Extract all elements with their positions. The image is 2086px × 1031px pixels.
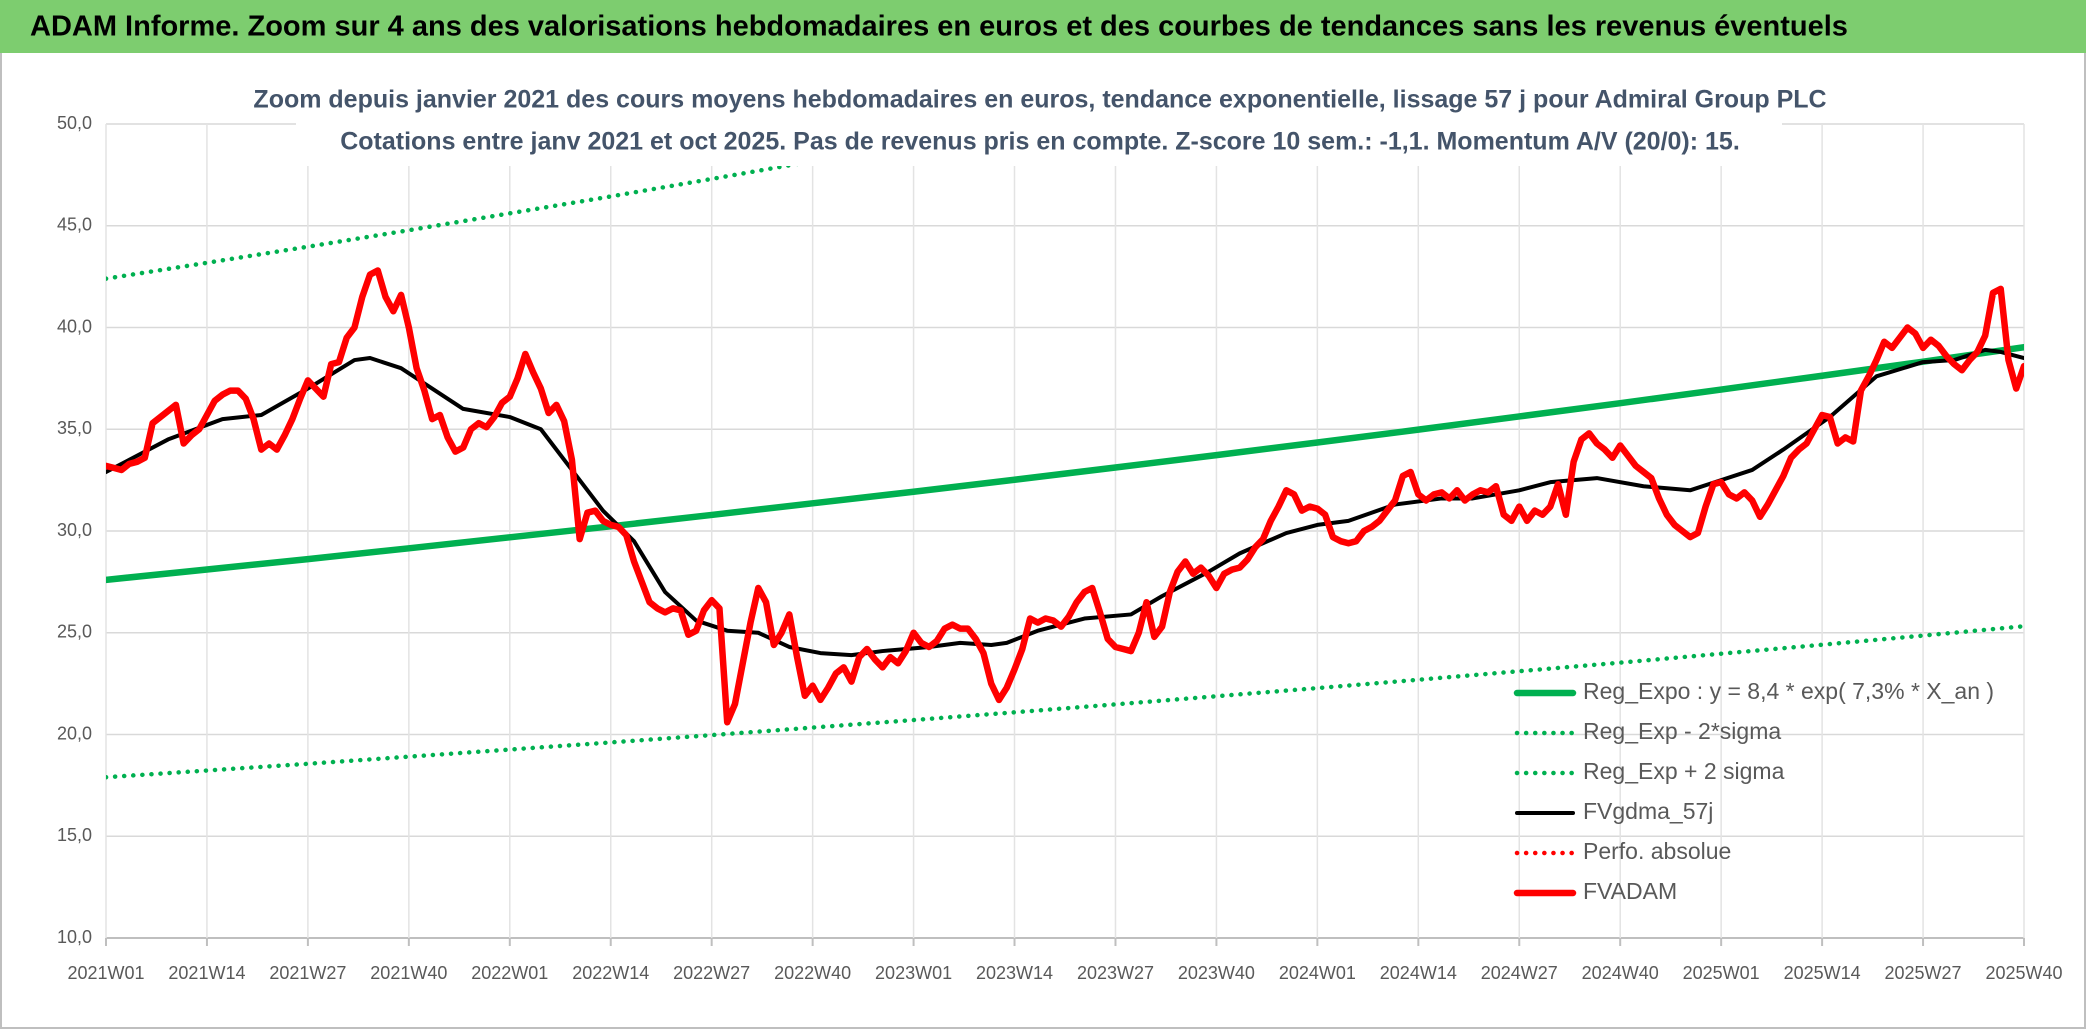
series-line (106, 343, 2024, 584)
subtitle: Zoom depuis janvier 2021 des cours moyen… (253, 86, 1826, 114)
legend-label: Perfo. absolue (1583, 838, 1731, 864)
x-tick-label: 2025W27 (1885, 963, 1962, 983)
legend-label: FVgdma_57j (1583, 798, 1713, 824)
series-line (106, 267, 2024, 726)
y-tick-label: 35,0 (57, 418, 92, 438)
x-tick-label: 2023W40 (1178, 963, 1255, 983)
x-tick-label: 2021W14 (168, 963, 245, 983)
y-tick-label: 40,0 (57, 316, 92, 336)
legend: Reg_Expo : y = 8,4 * exp( 7,3% * X_an ) R… (1513, 678, 1994, 904)
subtitle: Cotations entre janv 2021 et oct 2025. P… (340, 128, 1740, 156)
x-tick-label: 2023W01 (875, 963, 952, 983)
y-tick-label: 10,0 (57, 927, 92, 947)
y-tick-label: 30,0 (57, 520, 92, 540)
x-tick-label: 2022W01 (471, 963, 548, 983)
x-tick-label: 2024W01 (1279, 963, 1356, 983)
x-tick-label: 2022W14 (572, 963, 649, 983)
subtitle-background (296, 78, 1782, 166)
series-line (106, 623, 2024, 780)
x-tick-label: 2025W14 (1784, 963, 1861, 983)
y-tick-label: 20,0 (57, 723, 92, 743)
x-tick-label: 2023W14 (976, 963, 1053, 983)
x-tick-label: 2023W27 (1077, 963, 1154, 983)
x-tick-label: 2024W14 (1380, 963, 1457, 983)
legend-label: FVADAM (1583, 878, 1677, 904)
x-tick-label: 2021W40 (370, 963, 447, 983)
x-tick-label: 2022W40 (774, 963, 851, 983)
x-tick-label: 2021W01 (67, 963, 144, 983)
grid: 10,0 15,0 20,0 25,0 30,0 35,0 40,0 45,0 50,0 2021… (57, 113, 2063, 983)
x-tick-label: 2024W40 (1582, 963, 1659, 983)
y-tick-label: 15,0 (57, 825, 92, 845)
x-tick-label: 2024W27 (1481, 963, 1558, 983)
plot (106, 124, 2024, 780)
legend-label: Reg_Expo : y = 8,4 * exp( 7,3% * X_an ) (1583, 678, 1994, 704)
y-tick-label: 25,0 (57, 622, 92, 642)
legend-label: Reg_Exp + 2 sigma (1583, 758, 1785, 784)
x-tick-label: 2025W40 (1985, 963, 2062, 983)
chart-title: ADAM Informe. Zoom sur 4 ans des valoris… (30, 11, 1848, 43)
x-tick-label: 2025W01 (1683, 963, 1760, 983)
header-band (0, 0, 2086, 53)
x-tick-label: 2022W27 (673, 963, 750, 983)
y-tick-label: 50,0 (57, 113, 92, 133)
y-tick-label: 45,0 (57, 215, 92, 235)
legend-label: Reg_Exp - 2*sigma (1583, 718, 1781, 744)
x-tick-label: 2021W27 (269, 963, 346, 983)
